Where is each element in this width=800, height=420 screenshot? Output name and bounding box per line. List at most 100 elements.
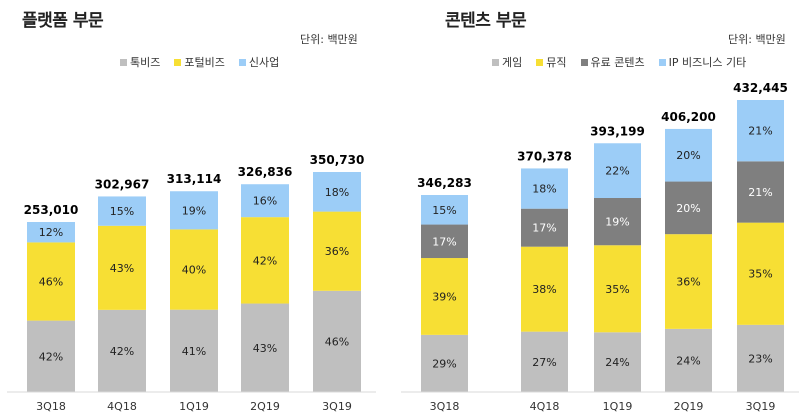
- x-tick-label: 4Q18: [530, 400, 560, 413]
- bar-segment: [98, 196, 146, 226]
- bar-segment: [594, 332, 641, 392]
- segment-label: 36%: [325, 245, 349, 258]
- bar-segment: [98, 309, 146, 392]
- segment-label: 23%: [748, 352, 772, 365]
- legend-label: IP 비즈니스 기타: [668, 56, 747, 69]
- legend-item: 포털비즈: [174, 54, 225, 70]
- segment-label: 15%: [110, 205, 134, 218]
- bar-segment: [737, 100, 784, 162]
- platform-title: 플랫폼 부문: [22, 11, 104, 31]
- legend-swatch: [658, 58, 666, 66]
- legend-item: 유료 콘텐츠: [580, 54, 645, 70]
- total-label: 313,114: [167, 172, 222, 186]
- segment-label: 35%: [605, 283, 629, 296]
- bar-segment: [421, 224, 468, 259]
- segment-label: 38%: [532, 283, 556, 296]
- x-tick-label: 3Q19: [322, 400, 352, 413]
- total-label: 393,199: [590, 124, 645, 138]
- x-tick-label: 2Q19: [674, 400, 704, 413]
- segment-label: 21%: [748, 186, 772, 199]
- segment-label: 43%: [110, 262, 134, 275]
- segment-label: 41%: [182, 345, 206, 358]
- x-tick-label: 1Q19: [179, 400, 209, 413]
- x-tick-label: 4Q18: [107, 400, 137, 413]
- legend-swatch: [492, 58, 499, 66]
- bar-segment: [27, 320, 75, 392]
- x-tick-label: 2Q19: [250, 400, 280, 413]
- segment-label: 46%: [325, 335, 349, 348]
- bar-segment: [737, 324, 784, 392]
- bar-segment: [170, 309, 218, 392]
- segment-label: 19%: [605, 216, 629, 229]
- legend-swatch: [580, 58, 588, 66]
- bar-segment: [665, 234, 712, 329]
- segment-label: 29%: [432, 357, 456, 370]
- segment-label: 42%: [39, 350, 63, 363]
- bar-segment: [421, 334, 468, 392]
- legend-label: 게임: [502, 56, 523, 69]
- segment-label: 15%: [432, 204, 456, 217]
- segment-label: 20%: [676, 202, 700, 215]
- x-tick-label: 3Q18: [36, 400, 66, 413]
- bar-segment: [241, 303, 289, 392]
- total-label: 370,378: [517, 149, 572, 163]
- legend-label: 톡비즈: [130, 56, 161, 69]
- bar-segment: [594, 245, 641, 333]
- segment-label: 17%: [532, 222, 556, 235]
- bar-segment: [421, 195, 468, 225]
- segment-label: 42%: [253, 254, 277, 267]
- bar-segment: [170, 229, 218, 310]
- segment-label: 12%: [39, 226, 63, 239]
- total-label: 350,730: [310, 153, 365, 167]
- total-label: 432,445: [733, 81, 788, 95]
- x-tick-label: 1Q19: [603, 400, 633, 413]
- segment-label: 24%: [605, 356, 629, 369]
- bar-segment: [521, 331, 568, 392]
- bar-segment: [27, 222, 75, 243]
- content-title: 콘텐츠 부문: [445, 11, 527, 31]
- bar-segment: [313, 211, 361, 291]
- bar-segment: [313, 290, 361, 392]
- x-tick-label: 3Q18: [430, 400, 460, 413]
- segment-label: 35%: [748, 268, 772, 281]
- legend-label: 유료 콘텐츠: [590, 56, 645, 69]
- legend-item: 톡비즈: [120, 54, 160, 70]
- segment-label: 36%: [676, 276, 700, 289]
- bar-segment: [313, 172, 361, 212]
- bar-segment: [665, 328, 712, 392]
- bar-segment: [521, 246, 568, 332]
- bar-segment: [241, 217, 289, 304]
- segment-label: 27%: [532, 356, 556, 369]
- bar-segment: [170, 191, 218, 230]
- segment-label: 46%: [39, 276, 63, 289]
- total-label: 302,967: [95, 177, 150, 191]
- bar-segment: [594, 143, 641, 198]
- total-label: 406,200: [661, 110, 716, 124]
- segment-label: 17%: [432, 235, 456, 248]
- bar-segment: [98, 225, 146, 310]
- legend-swatch: [238, 58, 246, 66]
- bar-segment: [594, 197, 641, 246]
- legend-label: 뮤직: [546, 56, 567, 69]
- segment-label: 22%: [605, 165, 629, 178]
- segment-label: 24%: [676, 354, 700, 367]
- segment-label: 39%: [432, 290, 456, 303]
- bar-segment: [665, 181, 712, 235]
- segment-label: 20%: [676, 149, 700, 162]
- legend-label: 포털비즈: [184, 56, 225, 69]
- segment-label: 43%: [253, 342, 277, 355]
- x-tick-label: 3Q19: [746, 400, 776, 413]
- bar-segment: [27, 242, 75, 321]
- bar-segment: [521, 208, 568, 247]
- segment-label: 21%: [748, 125, 772, 138]
- segment-label: 18%: [532, 183, 556, 196]
- segment-label: 19%: [182, 204, 206, 217]
- legend-swatch: [536, 58, 544, 66]
- bar-segment: [737, 161, 784, 223]
- segment-label: 40%: [182, 264, 206, 277]
- legend-swatch: [120, 58, 127, 66]
- segment-label: 42%: [110, 345, 134, 358]
- total-label: 253,010: [24, 203, 79, 217]
- total-label: 346,283: [417, 176, 472, 190]
